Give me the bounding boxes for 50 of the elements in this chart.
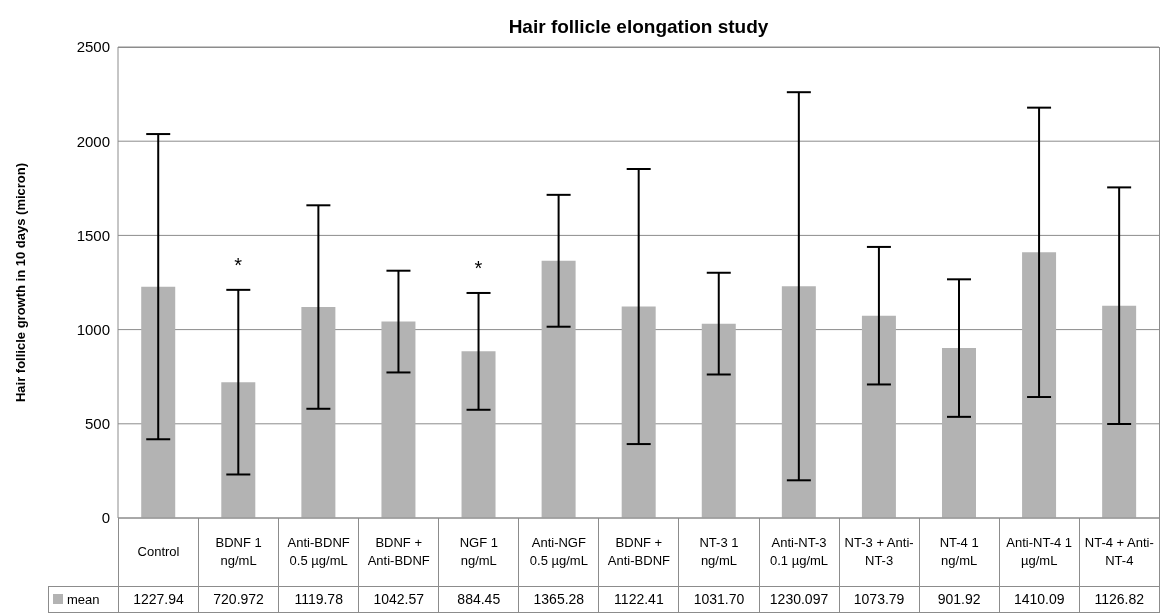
- x-tick-label: Anti-NT-3 0.1 µg/mL: [759, 518, 840, 586]
- data-label: 901.92: [919, 586, 1000, 612]
- bar: [221, 382, 256, 518]
- bar: [941, 348, 976, 518]
- x-tick-label: NGF 1 ng/mL: [438, 518, 519, 586]
- data-label: 884.45: [438, 586, 519, 612]
- annotation: *: [474, 257, 483, 280]
- data-label: 1119.78: [278, 586, 359, 612]
- data-label: 720.972: [198, 586, 279, 612]
- x-tick-label: BDNF 1 ng/mL: [198, 518, 279, 586]
- y-tick-label: 0: [101, 509, 110, 527]
- bar: [1102, 305, 1137, 518]
- data-label: 1410.09: [999, 586, 1080, 612]
- x-tick-label: NT-4 + Anti-NT-4: [1079, 518, 1160, 586]
- bar: [781, 286, 816, 518]
- y-tick-label: 1500: [76, 226, 110, 244]
- data-label: 1126.82: [1079, 586, 1160, 612]
- x-tick-label: Anti-NT-4 1 µg/mL: [999, 518, 1080, 586]
- data-label: 1122.41: [598, 586, 679, 612]
- x-tick-label: NT-3 + Anti-NT-3: [839, 518, 920, 586]
- legend-label: mean: [48, 586, 119, 612]
- x-tick-label: NT-4 1 ng/mL: [919, 518, 1000, 586]
- x-tick-label: Anti-BDNF 0.5 µg/mL: [278, 518, 359, 586]
- bar: [381, 321, 416, 518]
- bar: [861, 315, 896, 518]
- bar: [461, 351, 496, 518]
- y-tick-label: 2000: [76, 132, 110, 150]
- x-tick-label: Control: [118, 518, 199, 586]
- y-axis-title: Hair follicle growth in 10 days (micron): [12, 162, 28, 403]
- data-label: 1227.94: [118, 586, 199, 612]
- bar: [541, 260, 576, 518]
- data-label: 1073.79: [839, 586, 920, 612]
- x-tick-label: Anti-NGF 0.5 µg/mL: [518, 518, 599, 586]
- y-tick-label: 1000: [76, 320, 110, 338]
- data-label: 1031.70: [678, 586, 759, 612]
- bar: [301, 307, 336, 518]
- bar: [621, 306, 656, 518]
- chart-title: Hair follicle elongation study: [507, 16, 770, 38]
- bar: [141, 286, 176, 518]
- data-label: 1042.57: [358, 586, 439, 612]
- x-tick-label: BDNF + Anti-BDNF: [598, 518, 679, 586]
- y-tick-label: 500: [84, 415, 110, 433]
- bar: [701, 323, 736, 518]
- x-tick-label: NT-3 1 ng/mL: [678, 518, 759, 586]
- data-label: 1230.097: [759, 586, 840, 612]
- bar: [1022, 252, 1057, 518]
- x-tick-label: BDNF + Anti-BDNF: [358, 518, 439, 586]
- data-label: 1365.28: [518, 586, 599, 612]
- y-tick-label: 2500: [76, 38, 110, 56]
- annotation: *: [234, 253, 243, 276]
